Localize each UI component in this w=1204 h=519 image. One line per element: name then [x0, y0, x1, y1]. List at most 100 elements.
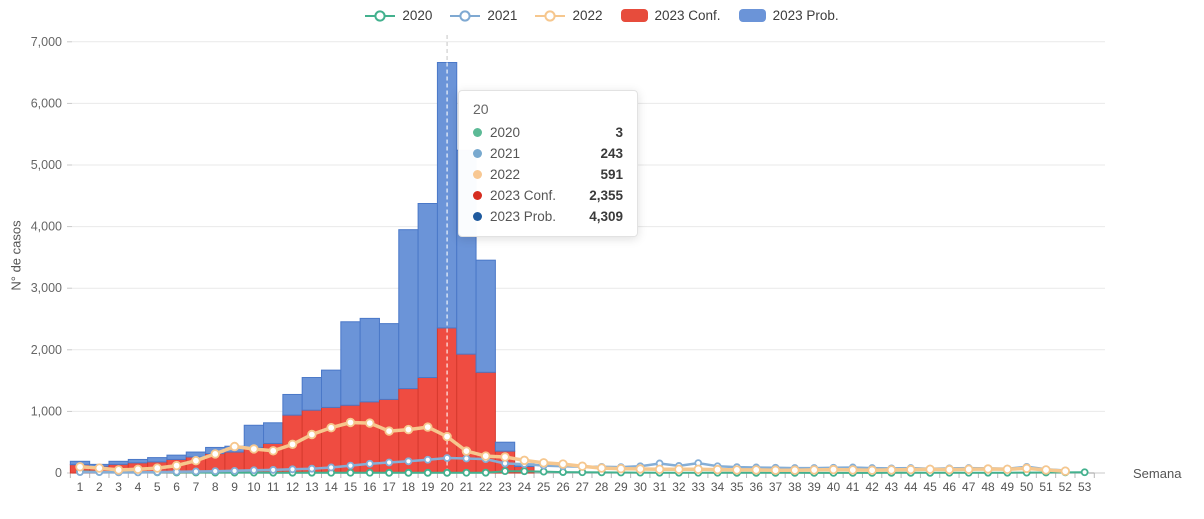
marker-2021-week-21[interactable] [462, 454, 471, 463]
marker-2022-week-21[interactable] [461, 446, 472, 456]
marker-2022-week-20[interactable] [442, 431, 452, 442]
marker-2022-week-12[interactable] [287, 439, 298, 450]
marker-2022-week-29[interactable] [616, 463, 626, 474]
marker-2022-week-9[interactable] [229, 441, 240, 452]
marker-2022-week-27[interactable] [577, 461, 588, 471]
marker-2021-week-19[interactable] [423, 455, 432, 464]
marker-2021-week-16[interactable] [365, 459, 374, 468]
marker-2022-week-51[interactable] [1041, 465, 1051, 475]
marker-2022-week-3[interactable] [113, 465, 124, 475]
marker-2022-week-49[interactable] [1002, 464, 1013, 475]
marker-2020-week-25[interactable] [539, 467, 548, 476]
marker-2022-week-50[interactable] [1021, 463, 1032, 474]
marker-2022-week-26[interactable] [558, 459, 568, 469]
marker-2021-week-13[interactable] [307, 464, 316, 473]
bar-2023-prob-week-18[interactable] [398, 229, 419, 390]
bar-2023-prob-week-19[interactable] [417, 203, 438, 379]
bar-2023-prob-week-14[interactable] [321, 369, 342, 408]
bar-2023-conf-week-13[interactable] [301, 409, 322, 474]
bar-2023-conf-week-14[interactable] [321, 406, 342, 474]
marker-2022-week-48[interactable] [983, 464, 993, 474]
marker-2020-week-16[interactable] [365, 468, 374, 477]
marker-2022-week-30[interactable] [635, 464, 645, 474]
bar-2023-prob-week-13[interactable] [301, 377, 322, 411]
marker-2022-week-4[interactable] [133, 464, 143, 475]
bar-2023-prob-week-4[interactable] [127, 458, 149, 464]
marker-2021-week-8[interactable] [211, 467, 220, 476]
marker-2022-week-52[interactable] [1060, 466, 1071, 476]
marker-2022-week-11[interactable] [268, 446, 278, 456]
marker-2022-week-14[interactable] [326, 423, 336, 433]
bar-2023-prob-week-5[interactable] [147, 457, 168, 463]
marker-2022-week-45[interactable] [925, 464, 935, 475]
marker-2022-week-36[interactable] [751, 465, 761, 475]
legend-item-2023-conf-[interactable]: 2023 Conf. [620, 8, 721, 23]
marker-2022-week-6[interactable] [171, 460, 182, 471]
marker-2022-week-40[interactable] [828, 464, 839, 475]
marker-2022-week-43[interactable] [886, 465, 897, 475]
marker-2022-week-2[interactable] [94, 463, 105, 473]
marker-2022-week-37[interactable] [770, 465, 781, 475]
marker-2022-week-23[interactable] [500, 452, 510, 462]
marker-2022-week-44[interactable] [906, 464, 916, 475]
marker-2022-week-42[interactable] [867, 465, 877, 475]
marker-2022-week-19[interactable] [423, 422, 433, 432]
legend-item-2020[interactable]: 2020 [365, 8, 432, 23]
bar-2023-prob-week-15[interactable] [340, 321, 361, 406]
marker-2021-week-14[interactable] [327, 463, 336, 472]
marker-2020-week-18[interactable] [404, 468, 413, 477]
marker-2020-week-23[interactable] [501, 467, 509, 476]
marker-2021-week-15[interactable] [346, 461, 355, 470]
marker-2022-week-7[interactable] [191, 455, 201, 466]
bar-2023-prob-week-16[interactable] [359, 317, 380, 403]
bar-2023-prob-week-11[interactable] [263, 422, 284, 444]
marker-2022-week-17[interactable] [384, 426, 394, 436]
marker-2020-week-15[interactable] [346, 468, 355, 477]
marker-2022-week-22[interactable] [481, 451, 491, 461]
marker-2022-week-34[interactable] [712, 464, 723, 475]
marker-2022-week-16[interactable] [365, 418, 375, 428]
marker-2022-week-25[interactable] [538, 458, 549, 468]
marker-2021-week-9[interactable] [230, 466, 239, 475]
marker-2022-week-46[interactable] [944, 464, 955, 475]
marker-2022-week-1[interactable] [75, 462, 85, 472]
marker-2022-week-28[interactable] [596, 463, 607, 473]
legend-item-2021[interactable]: 2021 [450, 8, 517, 23]
bar-2023-prob-week-23[interactable] [494, 441, 516, 452]
marker-2020-week-53[interactable] [1080, 468, 1089, 477]
marker-2020-week-17[interactable] [385, 468, 394, 477]
bar-2023-prob-week-22[interactable] [475, 259, 496, 373]
marker-2022-week-31[interactable] [654, 464, 665, 475]
marker-2020-week-21[interactable] [462, 468, 471, 477]
marker-2022-week-13[interactable] [307, 429, 317, 440]
marker-2022-week-8[interactable] [210, 449, 220, 459]
bar-2023-prob-week-12[interactable] [282, 393, 303, 416]
legend-item-2023-prob-[interactable]: 2023 Prob. [738, 8, 839, 23]
marker-2022-week-24[interactable] [519, 455, 530, 466]
marker-2020-week-20[interactable] [443, 468, 451, 477]
marker-2021-week-10[interactable] [249, 466, 258, 475]
marker-2021-week-12[interactable] [288, 465, 297, 474]
bar-2023-prob-week-3[interactable] [108, 460, 129, 465]
marker-2021-week-20[interactable] [443, 454, 451, 462]
marker-2022-week-15[interactable] [345, 417, 356, 428]
marker-2021-week-17[interactable] [385, 458, 394, 467]
marker-2022-week-32[interactable] [674, 464, 684, 475]
marker-2021-week-11[interactable] [269, 466, 278, 474]
bar-2023-prob-week-6[interactable] [166, 454, 187, 460]
marker-2020-week-19[interactable] [423, 468, 432, 477]
bar-2023-prob-week-17[interactable] [378, 323, 400, 400]
marker-2021-week-7[interactable] [192, 467, 200, 476]
marker-2022-week-10[interactable] [249, 444, 259, 454]
marker-2022-week-33[interactable] [693, 464, 703, 475]
bar-2023-prob-week-10[interactable] [243, 424, 265, 448]
marker-2022-week-35[interactable] [732, 465, 742, 475]
marker-2020-week-24[interactable] [520, 467, 529, 476]
marker-2022-week-5[interactable] [152, 463, 162, 473]
marker-2022-week-47[interactable] [964, 464, 974, 475]
marker-2022-week-18[interactable] [403, 424, 414, 435]
marker-2020-week-22[interactable] [481, 468, 490, 477]
marker-2022-week-41[interactable] [848, 465, 858, 475]
marker-2021-week-18[interactable] [404, 457, 413, 466]
marker-2022-week-39[interactable] [809, 465, 819, 475]
